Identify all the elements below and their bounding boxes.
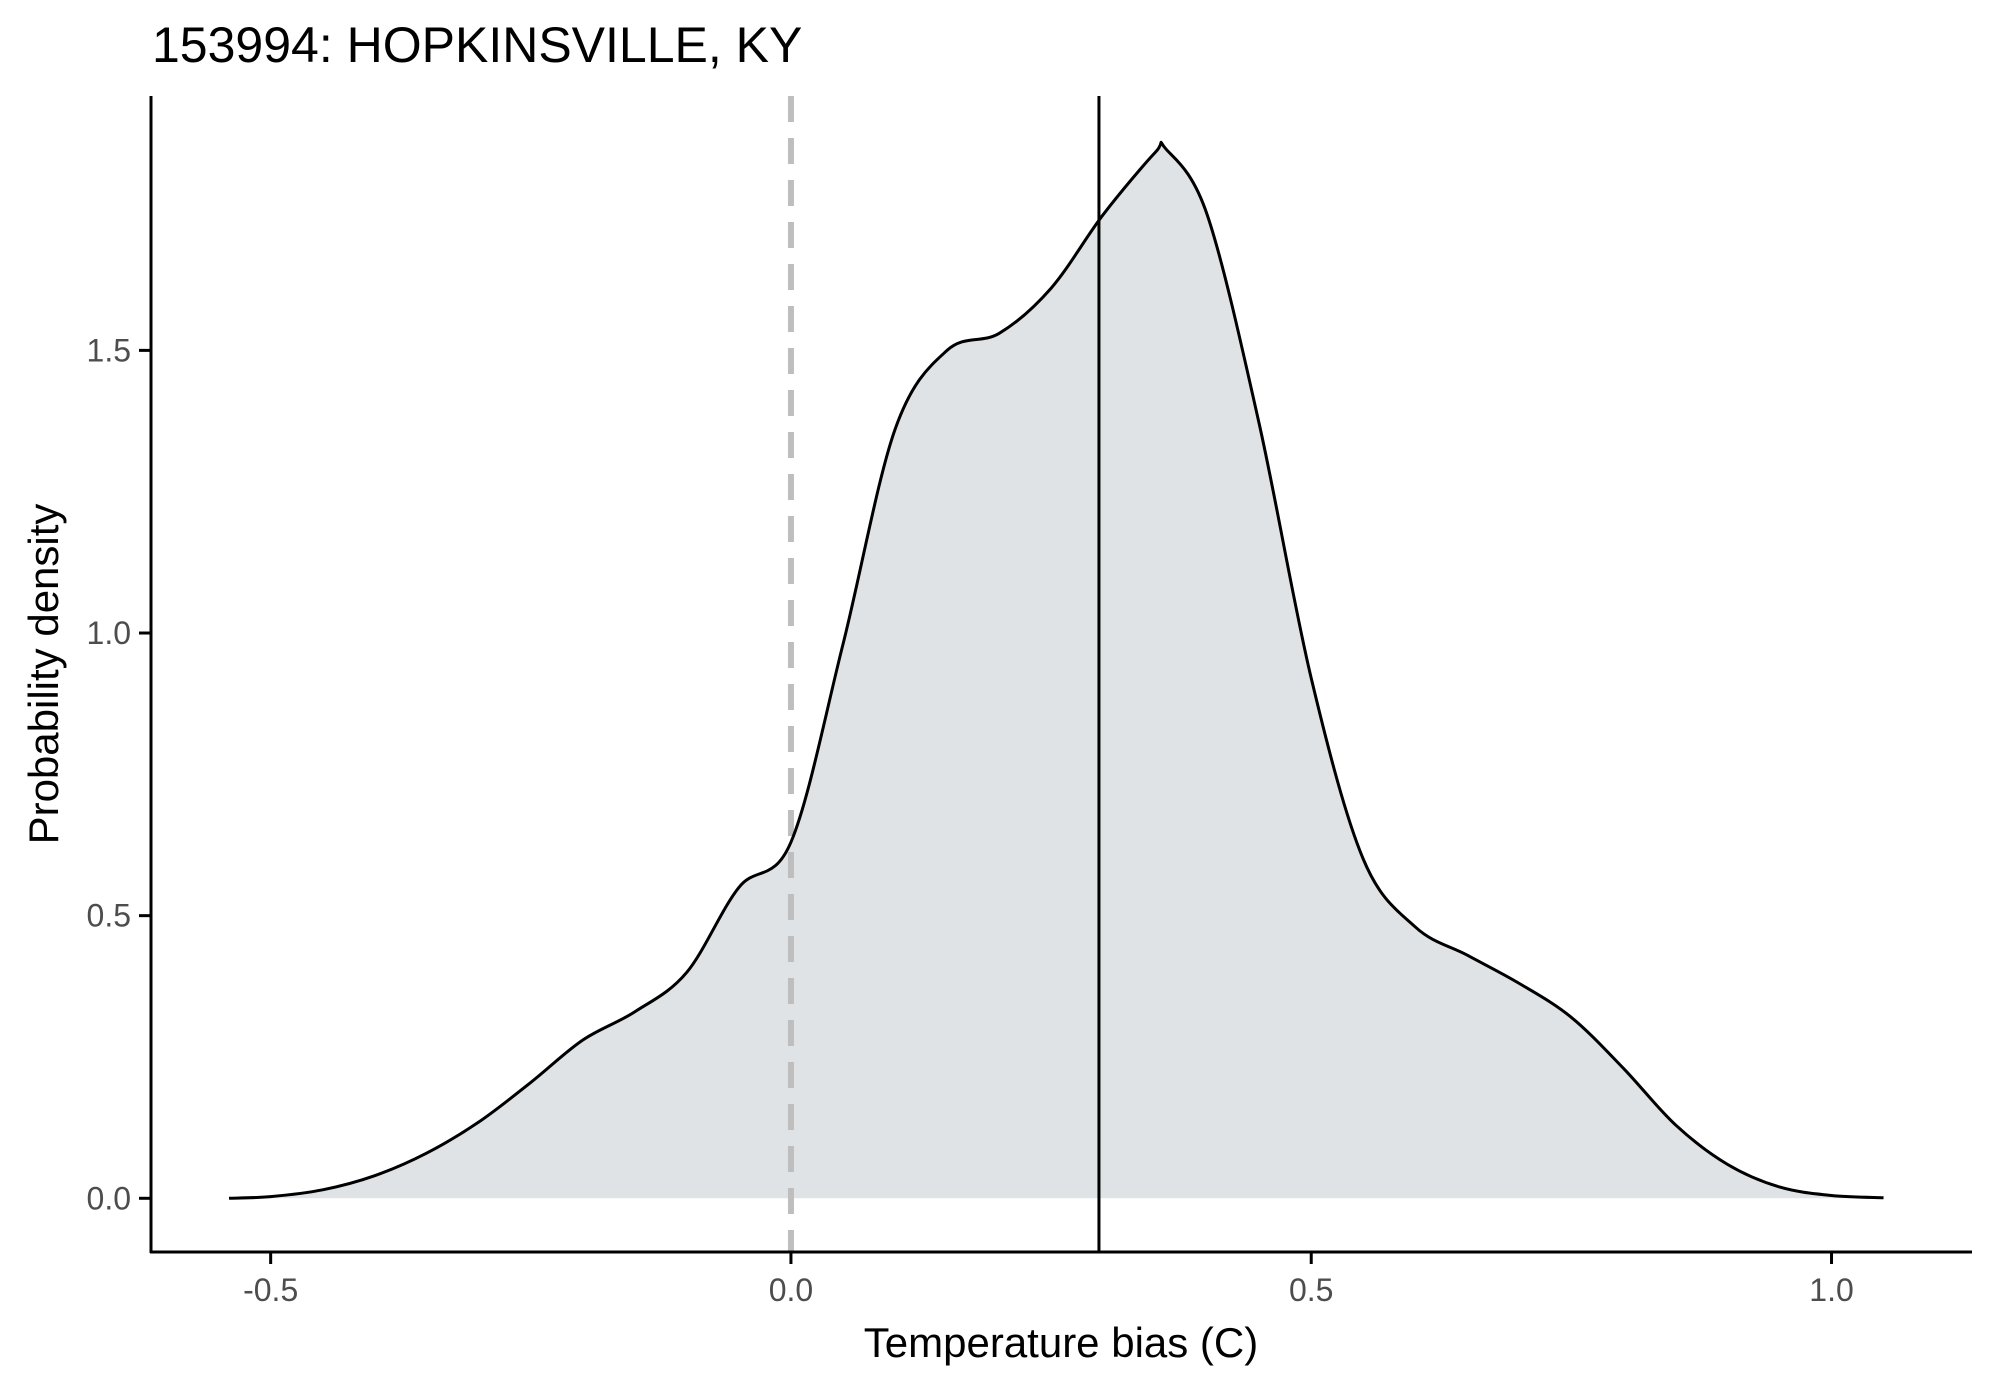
y-tick-label: 0.5 — [87, 898, 131, 934]
x-tick-label: 0.0 — [769, 1272, 813, 1308]
plot-area — [228, 96, 1884, 1252]
density-curve — [228, 140, 1884, 1200]
density-area — [229, 142, 1884, 1199]
x-axis-title: Temperature bias (C) — [864, 1319, 1258, 1366]
chart-title: 153994: HOPKINSVILLE, KY — [152, 17, 802, 73]
x-tick-label: 1.0 — [1809, 1272, 1853, 1308]
y-tick-label: 1.0 — [87, 615, 131, 651]
x-axis-ticks: -0.5 0.0 0.5 1.0 — [243, 1252, 1854, 1308]
y-tick-label: 0.0 — [87, 1180, 131, 1216]
y-axis-title: Probability density — [20, 504, 67, 845]
x-tick-label: -0.5 — [243, 1272, 298, 1308]
y-axis-ticks: 0.0 0.5 1.0 1.5 — [87, 332, 151, 1216]
y-tick-label: 1.5 — [87, 332, 131, 368]
x-tick-label: 0.5 — [1289, 1272, 1333, 1308]
